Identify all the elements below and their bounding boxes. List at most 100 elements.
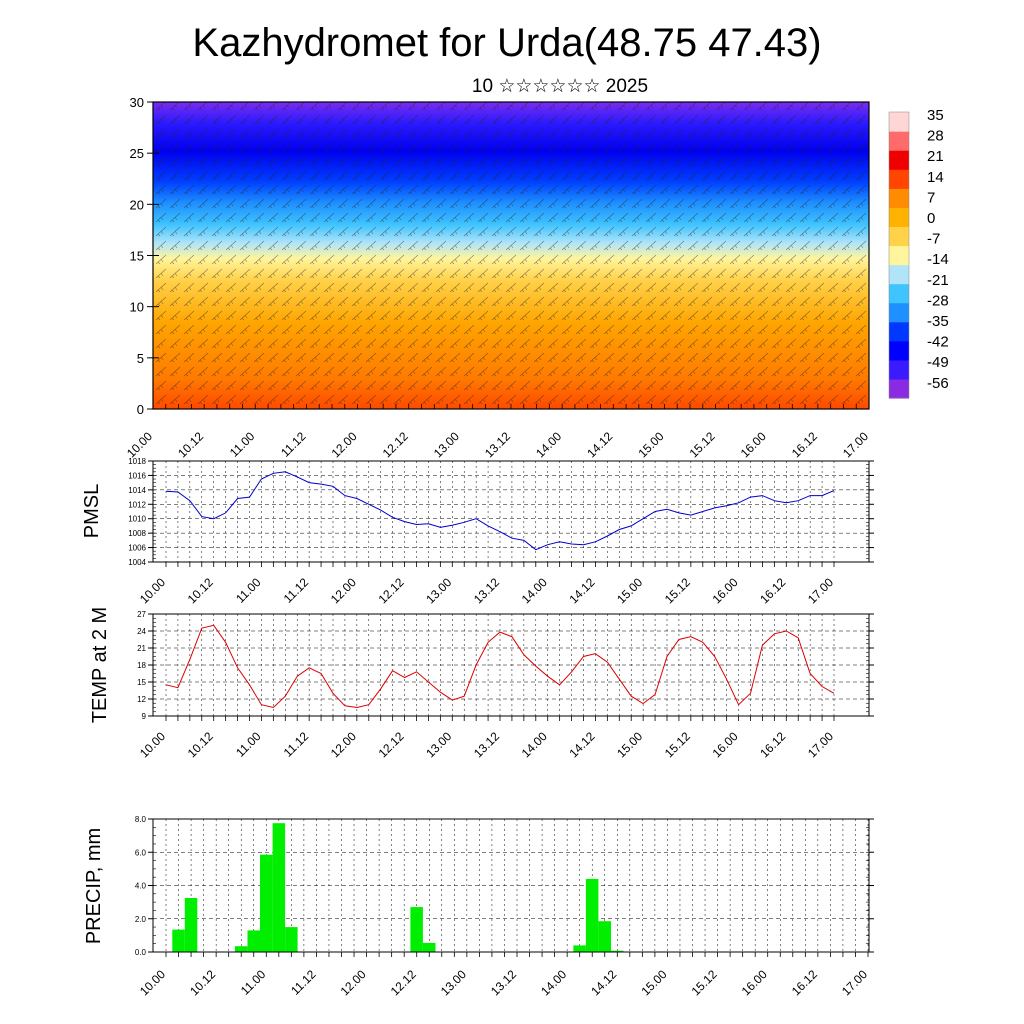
pmsl-x-tick-label: 11.12 <box>281 575 312 606</box>
cross-section-panel: 0 5 10 15 20 25 30 10.00 10.12 11.00 11.12 12.00 12… <box>124 95 871 460</box>
colorbar-swatch <box>889 245 909 266</box>
temp-y-tick-label: 24 <box>137 627 146 636</box>
precip-x-tick-label: 12.00 <box>338 967 369 998</box>
pmsl-x-tick-label: 10.12 <box>185 575 216 606</box>
colorbar-swatch <box>889 226 909 247</box>
pmsl-y-tick-label: 1014 <box>128 486 146 495</box>
wind-barbs <box>153 102 869 409</box>
colorbar-swatch <box>889 378 909 399</box>
pmsl-y-tick-label: 1010 <box>128 515 146 524</box>
chart-subtitle: 10 ☆☆☆☆☆☆ 2025 <box>472 76 648 97</box>
colorbar-swatch <box>889 169 909 189</box>
temp-y-tick-label: 12 <box>137 695 146 704</box>
precip-axes: 0.0 2.0 4.0 6.0 8.0 10.00 10.12 11.00 11.12 12.00… <box>135 815 874 998</box>
colorbar-swatch <box>889 283 909 304</box>
precip-x-tick-label: 14.00 <box>538 967 569 998</box>
cross-section-y-tick-label: 25 <box>130 146 144 161</box>
precip-bar <box>423 942 436 952</box>
pmsl-frame <box>152 460 870 563</box>
precip-x-tick-label: 16.00 <box>739 967 770 998</box>
pmsl-y-label: PMSL <box>81 484 103 538</box>
precip-y-tick-label: 4.0 <box>135 882 147 891</box>
colorbar-swatch <box>889 207 909 227</box>
cross-section-x-tick-label: 15.00 <box>635 429 666 460</box>
precip-bar <box>184 898 198 952</box>
colorbar-swatch <box>889 302 909 323</box>
colorbar-swatch <box>889 131 909 151</box>
precip-bar <box>285 927 298 952</box>
temp-series-line <box>165 624 835 709</box>
precip-bar <box>573 945 586 953</box>
colorbar-label: 35 <box>927 107 944 124</box>
precip-bar <box>172 929 185 952</box>
pmsl-x-tick-label: 12.00 <box>328 575 359 606</box>
temp-x-tick-label: 15.00 <box>614 729 645 760</box>
colorbar-label: -28 <box>927 292 949 309</box>
precip-x-tick-label: 11.00 <box>238 967 269 998</box>
colorbar-label: -21 <box>927 272 949 289</box>
pmsl-y-tick-label: 1006 <box>128 544 146 553</box>
temp-y-label: TEMP at 2 M <box>89 607 111 723</box>
cross-section-y-axis: 0 5 10 15 20 25 30 <box>130 95 159 417</box>
precip-y-tick-label: 2.0 <box>135 915 147 924</box>
temp-y-tick-label: 18 <box>137 661 146 670</box>
precip-x-tick-label: 10.00 <box>137 967 168 998</box>
colorbar-swatch <box>889 359 909 380</box>
colorbar-swatch <box>889 112 909 132</box>
colorbar-label: 28 <box>927 128 944 145</box>
cross-section-x-tick-label: 14.12 <box>584 429 615 460</box>
pmsl-x-tick-label: 12.12 <box>376 575 407 606</box>
temp-y-tick-label: 9 <box>142 712 147 721</box>
colorbar-label: -42 <box>927 334 949 351</box>
precip-y-tick-label: 8.0 <box>135 815 147 824</box>
precip-bar <box>260 854 273 952</box>
pmsl-series-line <box>165 471 835 551</box>
temp-x-tick-label: 10.00 <box>137 729 168 760</box>
colorbar: 35 28 21 14 7 0 -7 -14 -21 -28 -35 -42 -49 -56 <box>888 107 949 399</box>
temp-x-tick-label: 13.12 <box>471 729 502 760</box>
precip-bar <box>410 907 423 952</box>
pmsl-x-tick-label: 14.12 <box>566 575 597 606</box>
colorbar-swatch <box>889 321 909 342</box>
pmsl-x-tick-label: 15.12 <box>662 575 693 606</box>
precip-x-tick-label: 10.12 <box>187 967 218 998</box>
pmsl-axes: 1004 1006 1008 1010 1012 1014 1016 1018 10.00 10.… <box>128 457 874 606</box>
temp-grid <box>153 613 869 717</box>
cross-section-x-tick-label: 11.12 <box>278 429 309 460</box>
colorbar-label: -49 <box>927 354 949 371</box>
pmsl-x-tick-label: 11.00 <box>233 575 264 606</box>
cross-section-x-tick-label: 10.00 <box>124 429 155 460</box>
temp-x-tick-label: 13.00 <box>423 729 454 760</box>
cross-section-x-tick-label: 16.12 <box>789 429 820 460</box>
colorbar-label: -56 <box>927 375 949 392</box>
colorbar-swatch <box>889 188 909 208</box>
colorbar-label: 0 <box>927 210 935 227</box>
cross-section-x-tick-label: 12.00 <box>329 429 360 460</box>
temp-y-tick-label: 21 <box>137 644 146 653</box>
precip-x-tick-label: 13.00 <box>438 967 469 998</box>
pmsl-panel: 1004 1006 1008 1010 1012 1014 1016 1018 10.00 10.… <box>81 457 874 606</box>
temp-x-tick-label: 12.12 <box>376 729 407 760</box>
colorbar-swatch <box>889 264 909 285</box>
temp-x-tick-label: 16.00 <box>710 729 741 760</box>
pmsl-y-tick-label: 1016 <box>128 471 146 480</box>
precip-y-tick-label: 0.0 <box>135 948 147 957</box>
temp-x-tick-label: 14.00 <box>519 729 550 760</box>
temp-x-tick-label: 11.00 <box>233 729 264 760</box>
cross-section-x-tick-label: 12.12 <box>380 429 411 460</box>
pmsl-x-tick-label: 17.00 <box>805 575 836 606</box>
cross-section-x-tick-label: 17.00 <box>840 429 871 460</box>
cross-section-x-tick-label: 15.12 <box>687 429 718 460</box>
temp-panel: 9 12 15 18 21 24 27 10.00 10.12 11.00 11.12 12.00 12… <box>89 607 874 760</box>
precip-x-tick-label: 14.12 <box>588 967 619 998</box>
temp-x-tick-label: 17.00 <box>805 729 836 760</box>
pmsl-y-tick-label: 1018 <box>128 457 146 466</box>
cross-section-x-tick-label: 10.12 <box>175 429 206 460</box>
cross-section-y-tick-label: 30 <box>130 95 144 110</box>
precip-x-tick-label: 15.00 <box>638 967 669 998</box>
cross-section-y-tick-label: 15 <box>130 249 144 264</box>
temp-x-tick-label: 12.00 <box>328 729 359 760</box>
precip-bar <box>272 823 286 952</box>
temp-x-tick-label: 15.12 <box>662 729 693 760</box>
colorbar-label: 14 <box>927 169 944 186</box>
